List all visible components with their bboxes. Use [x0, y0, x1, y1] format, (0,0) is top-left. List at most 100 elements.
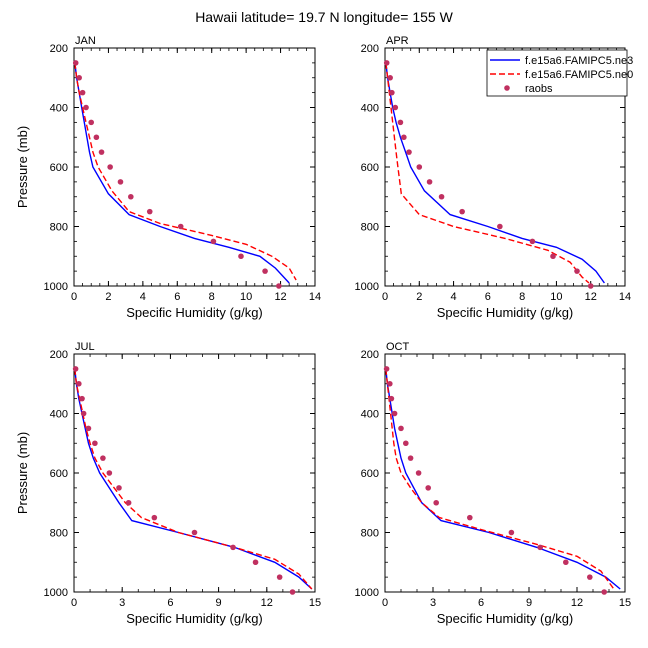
- raobs-point: [587, 574, 593, 580]
- raobs-point: [107, 164, 113, 170]
- x-tick-label: 12: [571, 597, 583, 609]
- raobs-point: [601, 589, 607, 595]
- panel-jul: 0 3 6 9 12 15 200 400 600 800 1000 JUL Specific Humi…: [15, 341, 321, 626]
- legend-label: f.e15a6.FAMIPC5.ne0: [525, 69, 633, 81]
- raobs-point: [79, 89, 86, 96]
- raobs-point: [210, 238, 217, 245]
- raobs-point: [79, 395, 85, 402]
- raobs-point: [72, 60, 79, 66]
- series-line-ne3: [74, 368, 313, 590]
- y-tick-label: 1000: [44, 587, 68, 599]
- x-tick-label: 15: [619, 597, 631, 609]
- raobs-point: [262, 268, 268, 274]
- raobs-point: [383, 60, 390, 66]
- raobs-point: [276, 574, 283, 580]
- raobs-point: [116, 485, 122, 491]
- x-tick-label: 12: [585, 291, 597, 303]
- panel-label: JUL: [75, 341, 95, 353]
- x-tick-label: 14: [619, 291, 631, 303]
- x-tick-label: 15: [309, 597, 321, 609]
- raobs-point: [383, 366, 390, 372]
- series-line-ne0: [385, 368, 615, 590]
- raobs-point: [425, 485, 432, 491]
- raobs-point: [550, 253, 556, 260]
- y-tick-label: 800: [361, 528, 379, 540]
- y-tick-label: 1000: [355, 587, 379, 599]
- raobs-point: [574, 268, 580, 274]
- y-tick-label: 400: [50, 103, 68, 115]
- raobs-point: [146, 208, 153, 215]
- raobs-point: [406, 149, 412, 155]
- x-tick-label: 0: [382, 597, 388, 609]
- legend-label: raobs: [525, 83, 553, 95]
- x-axis-label: Specific Humidity (g/kg): [126, 611, 263, 626]
- x-tick-label: 10: [240, 291, 252, 303]
- x-tick-label: 6: [478, 597, 484, 609]
- raobs-point: [289, 589, 296, 595]
- x-tick-label: 12: [274, 291, 286, 303]
- raobs-point: [98, 149, 105, 155]
- raobs-point: [537, 544, 543, 551]
- raobs-point: [391, 410, 398, 417]
- raobs-point: [117, 179, 124, 185]
- x-tick-label: 6: [167, 597, 173, 609]
- raobs-point: [403, 440, 409, 447]
- x-tick-label: 4: [451, 291, 457, 303]
- x-tick-label: 6: [174, 291, 180, 303]
- raobs-point: [80, 410, 87, 417]
- raobs-point: [85, 425, 92, 432]
- raobs-point: [76, 74, 82, 81]
- raobs-point: [438, 193, 445, 200]
- raobs-point: [388, 395, 395, 402]
- series-line-ne0: [74, 62, 297, 281]
- series-line-ne3: [385, 62, 605, 284]
- raobs-point: [93, 134, 100, 141]
- figure-title: Hawaii latitude= 19.7 N longitude= 155 W: [195, 9, 453, 25]
- raobs-point: [497, 223, 503, 230]
- raobs-point: [252, 559, 259, 566]
- raobs-point: [128, 193, 134, 200]
- y-axis-label: Pressure (mb): [15, 126, 30, 208]
- raobs-point: [125, 499, 132, 506]
- y-tick-label: 800: [50, 222, 68, 234]
- raobs-point: [72, 366, 79, 372]
- raobs-point: [230, 544, 236, 551]
- x-axis-label: Specific Humidity (g/kg): [126, 305, 263, 320]
- y-tick-label: 600: [361, 162, 379, 174]
- y-tick-label: 400: [361, 103, 379, 115]
- y-tick-label: 200: [361, 43, 379, 55]
- raobs-point: [563, 559, 569, 566]
- y-tick-label: 1000: [355, 281, 379, 293]
- raobs-point: [106, 470, 113, 476]
- legend-box: [486, 49, 628, 97]
- y-tick-label: 400: [361, 409, 379, 421]
- raobs-point: [407, 455, 414, 461]
- raobs-point: [387, 74, 393, 81]
- panel-label: JAN: [75, 35, 96, 47]
- panel-jan: 0 2 4 6 8 10 12 14 200 400 600 800 1000 JAN Specific H…: [15, 35, 321, 320]
- raobs-point: [416, 164, 423, 170]
- x-tick-label: 4: [140, 291, 146, 303]
- raobs-point: [389, 89, 395, 96]
- y-axis-label: Pressure (mb): [15, 432, 30, 514]
- raobs-point: [467, 514, 473, 521]
- raobs-point: [415, 470, 422, 476]
- y-tick-label: 600: [361, 468, 379, 480]
- raobs-point: [433, 499, 440, 506]
- x-tick-label: 10: [550, 291, 562, 303]
- y-tick-label: 600: [50, 468, 68, 480]
- raobs-point: [276, 283, 282, 289]
- raobs-point: [426, 179, 433, 185]
- panel-label: OCT: [386, 341, 410, 353]
- series-line-ne3: [385, 368, 621, 590]
- raobs-point: [387, 380, 393, 387]
- raobs-point: [151, 514, 158, 521]
- raobs-point: [76, 380, 82, 387]
- legend-marker-raobs: [504, 85, 510, 91]
- legend-label: f.e15a6.FAMIPC5.ne3: [525, 55, 633, 67]
- y-tick-label: 200: [50, 43, 68, 55]
- x-tick-label: 12: [261, 597, 273, 609]
- y-tick-label: 200: [361, 349, 379, 361]
- x-tick-label: 6: [485, 291, 491, 303]
